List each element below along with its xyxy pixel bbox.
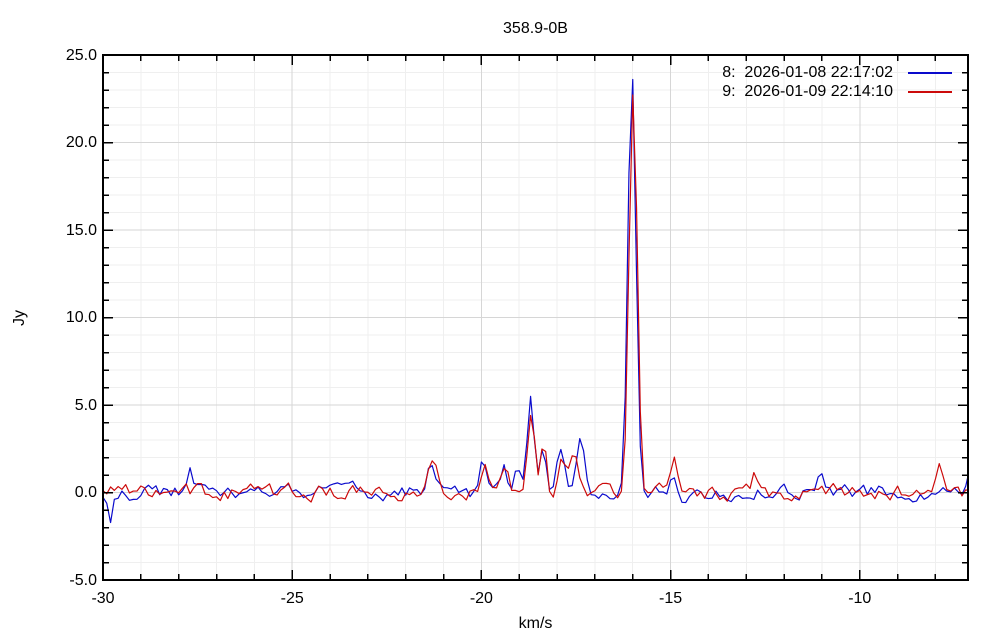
legend: 8: 2026-01-08 22:17:02 9: 2026-01-09 22:… — [722, 63, 952, 101]
x-axis-label: km/s — [518, 615, 553, 632]
x-tick-label: -30 — [91, 590, 115, 607]
legend-label-8: 8: 2026-01-08 22:17:02 — [722, 63, 893, 81]
series-path-8 — [103, 78, 968, 524]
series-path-9 — [103, 94, 968, 503]
y-tick-label: 10.0 — [65, 309, 97, 326]
y-tick-label: -5.0 — [69, 571, 97, 589]
legend-line-sample-9 — [908, 90, 952, 93]
y-axis-label: Jy — [11, 310, 28, 326]
legend-label-9: 9: 2026-01-09 22:14:10 — [722, 82, 893, 100]
chart-title: 358.9-0B — [503, 20, 568, 37]
x-tick-label: -10 — [848, 590, 872, 607]
legend-line-sample-8 — [908, 71, 952, 74]
y-tick-label: 0.0 — [74, 484, 97, 501]
y-tick-label: 20.0 — [65, 134, 97, 151]
x-tick-label: -15 — [659, 590, 683, 607]
y-tick-label: 5.0 — [74, 396, 97, 414]
x-tick-label: -20 — [469, 590, 493, 607]
legend-row-9: 9: 2026-01-09 22:14:10 — [722, 82, 952, 101]
y-tick-label: 25.0 — [65, 46, 97, 64]
legend-row-8: 8: 2026-01-08 22:17:02 — [722, 63, 952, 82]
y-tick-label: 15.0 — [65, 221, 97, 239]
x-tick-label: -25 — [280, 590, 304, 607]
